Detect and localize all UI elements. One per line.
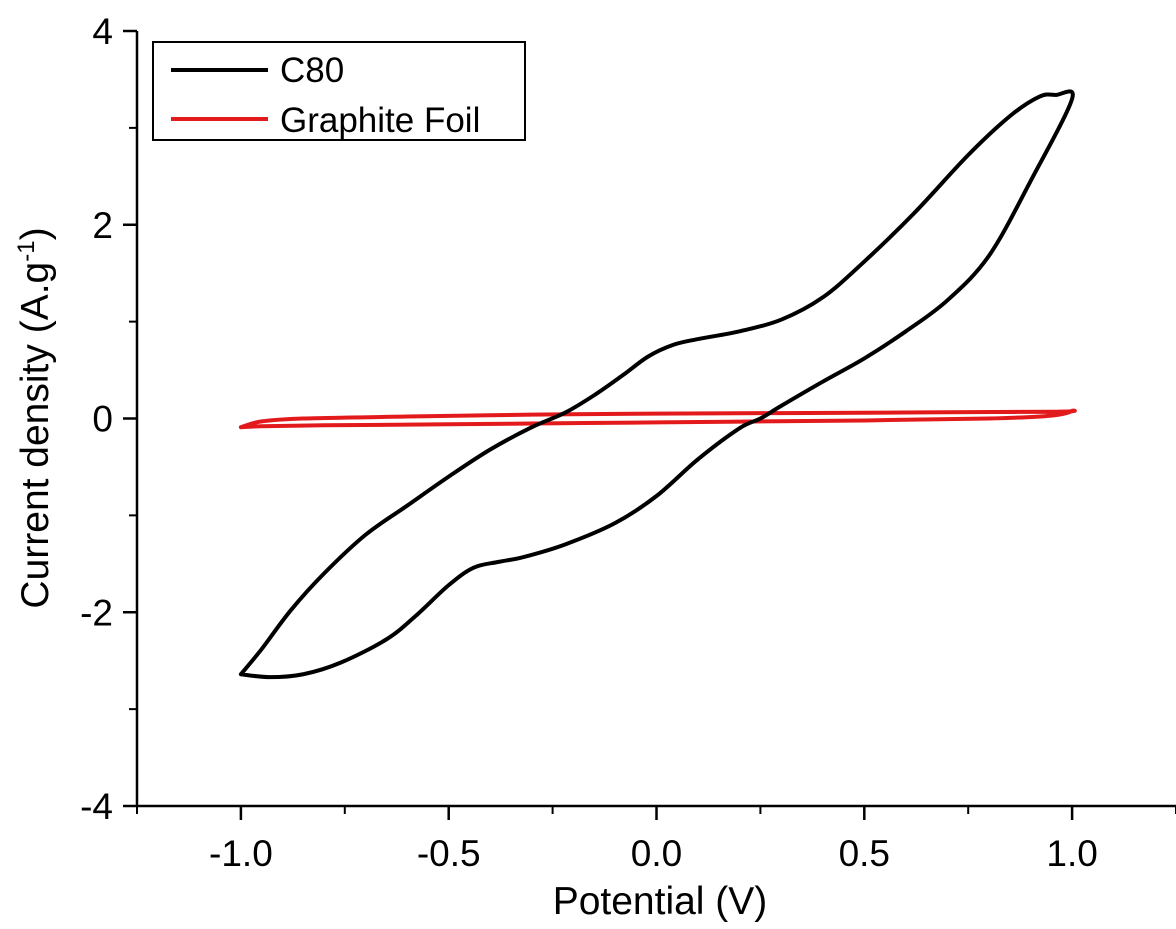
ticks-layer: -1.0 -0.5 0.0 0.5 1.0 -4 -2 0 2 4 <box>80 11 1176 874</box>
y-axis-title-main: Current density (A.g <box>14 262 57 609</box>
legend: C80 Graphite Foil <box>152 41 526 141</box>
y-axis-title-close: ) <box>14 227 57 240</box>
series-line-graphite-foil <box>238 408 1077 430</box>
y-tick-label: 0 <box>92 399 113 440</box>
y-axis-title: Current density (A.g-1) <box>13 227 57 608</box>
legend-box <box>152 41 526 141</box>
x-tick-label: 1.0 <box>1046 833 1097 874</box>
y-tick-label: -4 <box>80 786 113 827</box>
x-tick-label: 0.0 <box>631 833 682 874</box>
y-axis-title-sup: -1 <box>13 240 40 261</box>
x-tick-label: 0.5 <box>839 833 890 874</box>
y-tick-label: 2 <box>92 205 113 246</box>
series-layer <box>238 89 1077 680</box>
legend-label-graphite-foil: Graphite Foil <box>280 101 480 140</box>
x-axis-title: Potential (V) <box>553 880 768 923</box>
y-tick-label: -2 <box>80 592 113 633</box>
series-line-c80 <box>238 89 1075 680</box>
x-tick-label: -0.5 <box>417 833 481 874</box>
legend-label-c80: C80 <box>280 51 344 90</box>
x-tick-label: -1.0 <box>209 833 273 874</box>
y-tick-label: 4 <box>92 11 113 52</box>
